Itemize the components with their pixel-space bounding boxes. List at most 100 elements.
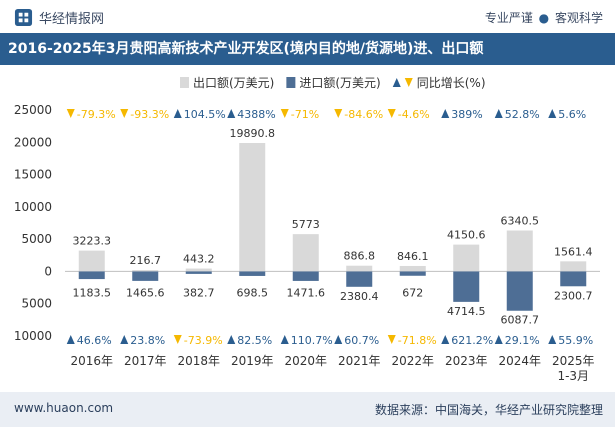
site-url-link[interactable]: www.huaon.com [14, 401, 114, 415]
import-value-label: 2380.4 [340, 290, 379, 303]
triangle-up-icon [280, 335, 289, 344]
import-bar [346, 271, 373, 287]
import-growth-label: 55.9% [558, 334, 593, 347]
export-growth-label: 389% [451, 108, 482, 121]
export-bar [453, 244, 480, 272]
x-category-label: 2017年 [124, 354, 167, 368]
export-growth-label: 4388% [237, 108, 275, 121]
triangle-up-icon [548, 109, 557, 118]
import-bar [453, 271, 480, 302]
import-value-label: 4714.5 [447, 305, 486, 318]
x-category-label: 2021年 [338, 354, 381, 368]
legend-import-label: 进口额(万美元) [299, 76, 380, 90]
export-bar [506, 230, 533, 272]
legend-export-label: 出口额(万美元) [193, 76, 274, 90]
export-value-label: 443.2 [183, 253, 215, 266]
chart: 出口额(万美元) 进口额(万美元) 同比增长(%) 25000 20000 15000 10… [14, 76, 600, 383]
export-value-label: 5773 [292, 218, 320, 231]
triangle-up-icon [120, 335, 129, 344]
export-growth-label: -79.3% [77, 108, 116, 121]
y-tick-label: 0 [44, 264, 52, 278]
import-value-label: 698.5 [237, 286, 269, 299]
x-category-label: 2016年 [70, 354, 113, 368]
legend-growth-label: 同比增长(%) [417, 76, 486, 90]
export-bar [185, 268, 212, 272]
legend-export-swatch [180, 77, 189, 88]
triangle-down-icon [334, 109, 343, 118]
y-tick-label: 25000 [14, 103, 52, 117]
y-tick-label: 10000 [14, 329, 52, 343]
huajing-logo-icon [14, 8, 33, 26]
triangle-down-icon [66, 109, 75, 118]
chart-title: 2016-2025年3月贵阳高新技术产业开发区(境内目的地/货源地)进、出口额 [8, 41, 484, 57]
export-bar [399, 265, 426, 272]
y-tick-label: 5000 [21, 297, 52, 311]
export-growth-label: -71% [291, 108, 319, 121]
export-growth-label: 5.6% [558, 108, 586, 121]
import-value-label: 2300.7 [554, 289, 593, 302]
import-value-label: 1471.6 [287, 286, 326, 299]
triangle-up-icon [441, 109, 450, 118]
export-growth-label: -93.3% [130, 108, 169, 121]
export-bar [78, 250, 105, 272]
triangle-up-icon [494, 335, 503, 344]
import-bar [239, 271, 266, 276]
export-value-label: 3223.3 [73, 235, 112, 248]
import-bar [506, 271, 533, 311]
triangle-up-icon [494, 109, 503, 118]
legend-import-swatch [286, 77, 296, 88]
x-category-label: 2025年 [552, 354, 595, 368]
triangle-up-icon [334, 335, 343, 344]
brand[interactable]: 华经情报网 [14, 7, 104, 27]
triangle-down-icon [404, 78, 413, 87]
import-value-label: 1465.6 [126, 286, 165, 299]
export-growth-label: 52.8% [505, 108, 540, 121]
export-bar [132, 270, 159, 272]
x-category-label: 2024年 [498, 354, 541, 368]
x-category-label: 2019年 [231, 354, 274, 368]
import-value-label: 382.7 [183, 286, 215, 299]
x-category-label: 2020年 [284, 354, 327, 368]
import-bar [292, 271, 319, 281]
export-value-label: 19890.8 [230, 127, 276, 140]
triangle-up-icon [548, 335, 557, 344]
export-growth-label: -84.6% [344, 108, 383, 121]
brand-name: 华经情报网 [39, 11, 105, 27]
export-value-label: 4150.6 [447, 229, 486, 242]
triangle-down-icon [120, 109, 129, 118]
bullet-dot-icon: ● [538, 11, 550, 25]
import-value-label: 6087.7 [501, 314, 540, 327]
x-category-label: 2023年 [445, 354, 488, 368]
export-bar [560, 261, 587, 272]
slogan: 专业严谨 ● 客观科学 [485, 9, 603, 26]
triangle-up-icon [441, 335, 450, 344]
data-source: 数据来源：中国海关，华经产业研究院整理 [374, 403, 603, 417]
export-value-label: 886.8 [344, 250, 376, 263]
x-category-label: 2018年 [177, 354, 220, 368]
triangle-down-icon [280, 109, 289, 118]
y-tick-label: 20000 [14, 135, 52, 149]
triangle-down-icon [387, 109, 396, 118]
footer: www.huaon.com 数据来源：中国海关，华经产业研究院整理 [0, 392, 615, 427]
import-growth-label: 110.7% [291, 334, 333, 347]
y-tick-label: 10000 [14, 200, 52, 214]
export-value-label: 216.7 [130, 254, 162, 267]
import-growth-label: 82.5% [237, 334, 272, 347]
import-value-label: 1183.5 [73, 286, 112, 299]
export-value-label: 1561.4 [554, 245, 593, 258]
y-tick-label: 5000 [21, 232, 52, 246]
import-value-label: 672 [402, 286, 423, 299]
import-bar [399, 271, 426, 276]
import-growth-label: 23.8% [130, 334, 165, 347]
import-growth-label: 29.1% [505, 334, 540, 347]
export-bar [346, 265, 373, 272]
export-value-label: 846.1 [397, 250, 429, 263]
import-bar [78, 271, 105, 280]
x-category-label: 2022年 [391, 354, 434, 368]
triangle-down-icon [173, 335, 182, 344]
export-growth-label: 104.5% [184, 108, 226, 121]
triangle-down-icon [387, 335, 396, 344]
import-growth-label: 60.7% [344, 334, 379, 347]
import-growth-label: -71.8% [398, 334, 437, 347]
slogan-left: 专业严谨 [484, 11, 533, 25]
